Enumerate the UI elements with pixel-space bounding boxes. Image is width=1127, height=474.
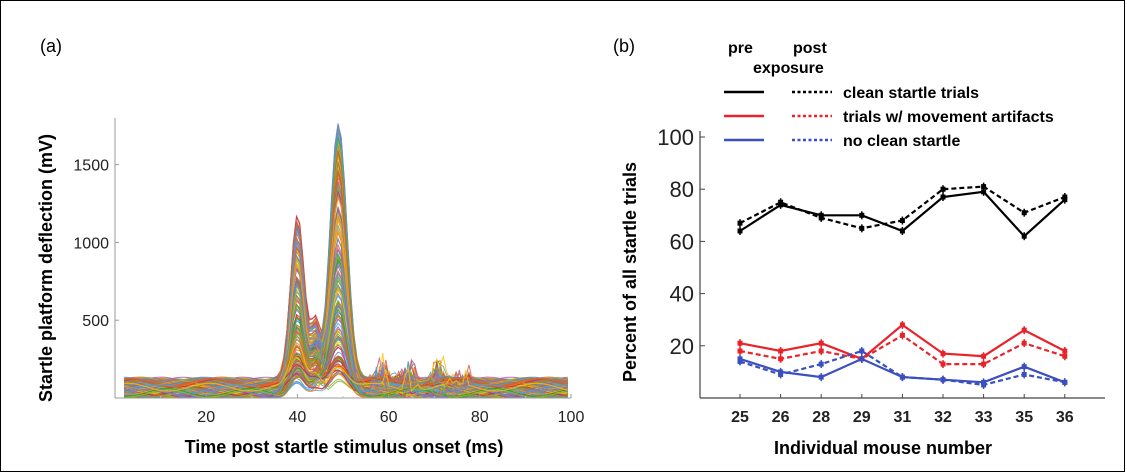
panel-b-x-tick-label: 28 <box>812 409 830 426</box>
panel-b-x-tick-label: 31 <box>894 409 912 426</box>
panel-b-series-line <box>739 323 1066 361</box>
panel-a-trace <box>124 341 568 393</box>
panel-b-ylabel: Percent of all startle trials <box>620 162 640 382</box>
legend-entry-label: trials w/ movement artifacts <box>843 109 1054 126</box>
legend-entry-label: no clean startle <box>843 133 960 150</box>
panel-a-trace <box>124 308 568 397</box>
panel-a-label: (a) <box>40 36 62 56</box>
panel-b-xlabel: Individual mouse number <box>774 438 992 458</box>
panel-b-y-tick-label: 20 <box>670 334 694 359</box>
panel-b-x-tick-label: 35 <box>1015 409 1033 426</box>
panel-a-trace <box>124 290 568 399</box>
panel-b-y-tick-label: 100 <box>657 125 694 150</box>
panel-a-x-tick-label: 60 <box>380 409 398 426</box>
panel-a-trace <box>124 238 568 393</box>
panel-b-x-tick-label: 32 <box>934 409 952 426</box>
panel-a-trace <box>124 264 568 390</box>
panel-a-trace <box>123 226 568 396</box>
panel-a-ylabel: Startle platform deflection (mV) <box>36 134 56 402</box>
legend-header-expo: expo <box>753 60 791 77</box>
panel-b-x-tick-label: 33 <box>975 409 993 426</box>
panel-b-x-tick-label: 36 <box>1056 409 1074 426</box>
panel-a-trace <box>124 172 568 388</box>
panel-a-x-tick-label: 100 <box>558 409 585 426</box>
panel-b-y-tick-label: 40 <box>670 282 694 307</box>
panel-b-x-tick-label: 29 <box>853 409 871 426</box>
panel-b-x-tick-label: 25 <box>731 409 749 426</box>
panel-b-legend: pre post expo sure clean startle trials t… <box>724 40 1054 150</box>
panel-a-axes: 20 40 60 80 100 500 1000 1500 <box>73 118 584 426</box>
panel-a-xlabel: Time post startle stimulus onset (ms) <box>185 437 504 457</box>
panel-a-y-tick-label: 1000 <box>73 235 109 252</box>
legend-header-pre: pre <box>728 40 753 57</box>
legend-entry-label: clean startle trials <box>843 85 979 102</box>
panel-b-y-tick-label: 80 <box>670 177 694 202</box>
panel-b-series-line <box>739 349 1066 387</box>
panel-a-x-tick-label: 80 <box>471 409 489 426</box>
legend-header-sure: sure <box>790 60 824 77</box>
legend-header-post: post <box>793 40 827 57</box>
panel-b-x-tick-label: 26 <box>772 409 790 426</box>
panel-b-series <box>737 182 1068 389</box>
panel-a-y-tick-label: 1500 <box>73 158 109 175</box>
panel-a-trace <box>123 289 568 394</box>
panel-b-y-tick-label: 60 <box>670 229 694 254</box>
panel-a-trace <box>123 139 568 398</box>
panel-a-x-tick-label: 40 <box>289 409 307 426</box>
panel-a-trace <box>123 216 568 390</box>
panel-b-axes: 20 40 60 80 100 25 26 28 29 31 32 33 35 36 <box>657 125 1105 426</box>
panel-a-x-tick-label: 20 <box>197 409 215 426</box>
panel-a-traces <box>123 123 568 400</box>
panel-a-y-tick-label: 500 <box>82 313 109 330</box>
panel-b-label: (b) <box>613 36 635 56</box>
